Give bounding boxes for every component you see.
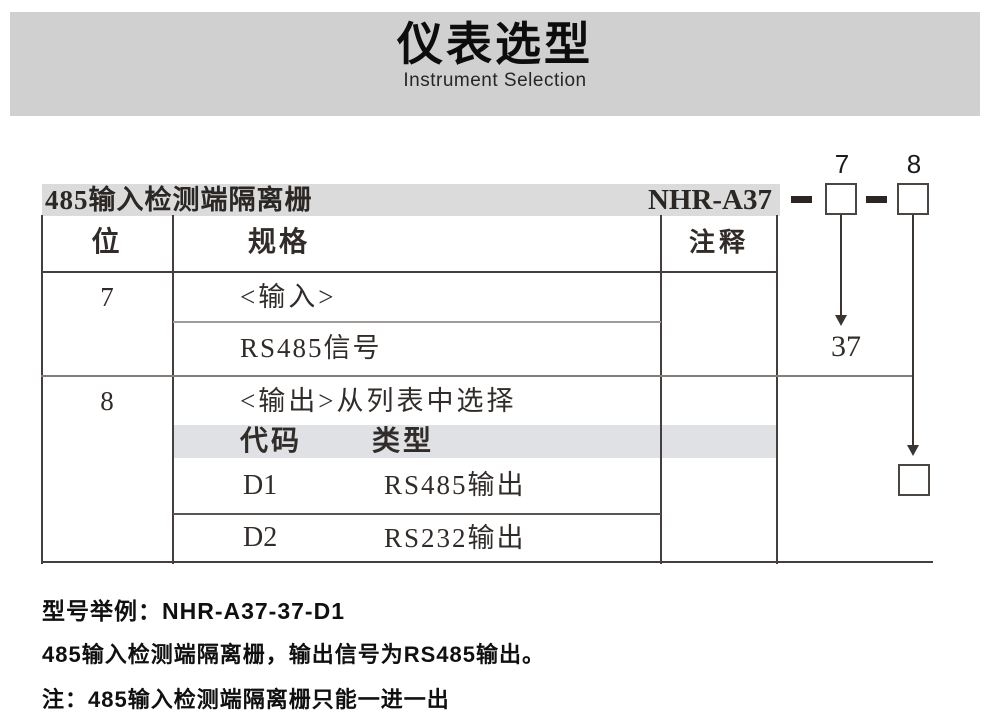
table-border-col2	[660, 215, 662, 564]
dash-icon	[791, 196, 812, 203]
digit8-box	[897, 183, 929, 215]
product-model: NHR-A37	[647, 184, 772, 216]
digit8-label: 8	[906, 149, 922, 179]
model-example-note: 型号举例：NHR-A37-37-D1	[42, 598, 345, 624]
page-header-band: 仪表选型 Instrument Selection	[10, 12, 980, 116]
table-border-left	[41, 215, 43, 564]
digit8-target-box	[898, 464, 930, 496]
table-border-col1	[172, 215, 174, 564]
row7-signal-cell: RS485信号	[240, 333, 382, 363]
arrow-down-icon	[907, 445, 919, 456]
dash-icon	[866, 196, 887, 203]
subtable-header-type: 类型	[372, 426, 435, 457]
row7-row8-divider	[41, 375, 914, 377]
page-title: 仪表选型	[397, 18, 593, 70]
page-subtitle: Instrument Selection	[403, 70, 587, 91]
row7-input-cell: <输入>	[240, 282, 337, 312]
arrow-down-icon	[835, 315, 847, 326]
row7-spec-divider	[173, 321, 661, 323]
column-header-spec: 规格	[248, 227, 311, 258]
digit7-value: 37	[831, 330, 861, 363]
description-note: 485输入检测端隔离栅，输出信号为RS485输出。	[42, 642, 545, 667]
table-title-bar: 485输入检测端隔离栅 NHR-A37	[42, 184, 780, 216]
subtable-header-band	[174, 425, 776, 458]
row8-output-cell: <输出>从列表中选择	[240, 386, 517, 416]
row7-pos-cell: 7	[100, 282, 114, 312]
digit7-box	[825, 183, 857, 215]
column-header-note: 注释	[688, 228, 749, 257]
d1-d2-divider	[173, 513, 661, 515]
subtable-row-code: D1	[243, 470, 278, 501]
table-header-divider	[41, 271, 778, 273]
subtable-row-type: RS485输出	[384, 470, 526, 500]
digit7-pointer-line	[840, 215, 842, 315]
table-border-bottom	[41, 561, 933, 563]
table-border-right	[776, 215, 778, 564]
remark-note: 注：485输入检测端隔离栅只能一进一出	[42, 687, 450, 712]
column-header-pos: 位	[91, 227, 123, 258]
subtable-header-code: 代码	[240, 426, 303, 457]
subtable-row-code: D2	[243, 522, 278, 553]
digit8-pointer-line	[912, 215, 914, 445]
row8-pos-cell: 8	[100, 386, 114, 416]
product-name: 485输入检测端隔离栅	[45, 185, 313, 215]
digit7-label: 7	[834, 149, 850, 179]
subtable-row-type: RS232输出	[384, 523, 526, 553]
